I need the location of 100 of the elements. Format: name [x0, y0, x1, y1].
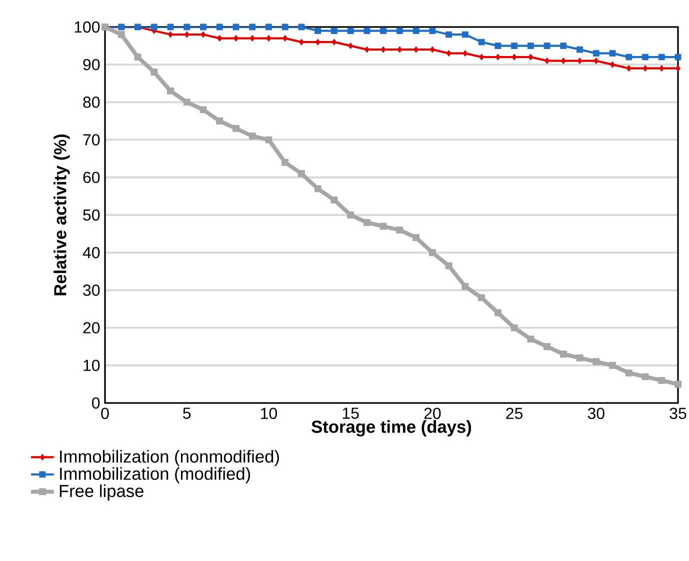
y-tick-label: 100	[74, 21, 100, 33]
point	[592, 50, 600, 57]
point	[642, 373, 649, 380]
point	[512, 54, 517, 60]
x-tick-label: 20	[424, 408, 441, 420]
point	[330, 196, 338, 204]
y-tick-label: 80	[83, 96, 100, 108]
point	[332, 38, 337, 46]
point	[511, 42, 518, 49]
point	[298, 24, 305, 30]
legend-label: Free lipase	[60, 484, 144, 501]
point	[232, 24, 240, 30]
point	[412, 28, 420, 34]
x-tick-label: 10	[261, 408, 277, 420]
point	[576, 46, 583, 53]
point	[610, 61, 615, 68]
point	[494, 42, 502, 49]
point	[331, 28, 338, 34]
point	[528, 54, 534, 60]
point	[347, 212, 354, 218]
point	[446, 50, 452, 57]
point	[266, 24, 272, 30]
point	[626, 65, 632, 72]
point	[658, 54, 665, 60]
point	[430, 46, 435, 53]
point	[414, 46, 419, 53]
point	[609, 362, 616, 369]
point	[658, 376, 666, 384]
x-tick-label: 35	[670, 408, 686, 420]
point	[380, 222, 387, 230]
point	[232, 125, 240, 132]
point	[118, 31, 125, 38]
x-tick-label: 30	[588, 408, 604, 420]
point	[314, 185, 322, 192]
y-tick-label: 50	[83, 209, 100, 221]
point	[200, 106, 207, 114]
point	[478, 38, 485, 46]
point	[348, 42, 354, 49]
point	[626, 54, 632, 60]
y-tick-label: 0	[92, 397, 100, 409]
point	[298, 38, 304, 46]
point	[150, 68, 158, 76]
point	[150, 24, 158, 30]
y-tick-label: 60	[83, 172, 100, 184]
point	[527, 336, 534, 343]
legend-label: Immobilization (modified)	[60, 467, 250, 484]
point	[396, 226, 404, 234]
point	[380, 28, 387, 34]
point	[347, 28, 354, 34]
x-tick-label: 15	[342, 408, 359, 419]
point	[462, 50, 468, 57]
point	[462, 282, 469, 290]
point	[200, 24, 206, 30]
point	[412, 234, 420, 242]
point	[167, 87, 174, 94]
y-axis-title: Relative activity (%)	[54, 134, 70, 296]
point	[642, 65, 648, 72]
point	[674, 54, 682, 60]
point	[364, 28, 370, 34]
point	[594, 58, 599, 64]
point	[315, 38, 320, 46]
point	[249, 24, 256, 30]
point	[380, 46, 386, 53]
point	[479, 54, 484, 60]
y-tick-label: 90	[83, 58, 100, 70]
point	[216, 24, 223, 30]
point	[592, 358, 600, 366]
point	[364, 46, 370, 53]
point	[659, 65, 664, 72]
point	[183, 98, 190, 106]
point	[478, 294, 486, 302]
point	[642, 54, 648, 60]
point	[184, 24, 190, 30]
point	[674, 380, 682, 388]
point	[560, 58, 566, 64]
y-tick-label: 30	[83, 284, 100, 296]
point	[168, 31, 173, 38]
point	[397, 46, 402, 53]
point	[510, 324, 518, 332]
point	[609, 50, 616, 57]
x-tick-label: 25	[506, 408, 522, 420]
point	[363, 219, 370, 226]
point	[625, 369, 632, 376]
x-axis-title: Storage time (days)	[312, 420, 472, 436]
y-tick-label: 40	[82, 246, 100, 258]
point	[167, 24, 174, 30]
point	[527, 42, 534, 49]
point	[544, 42, 550, 49]
point	[428, 249, 436, 256]
point	[265, 136, 272, 144]
point	[676, 65, 680, 72]
point	[134, 54, 142, 61]
point	[544, 58, 550, 64]
point	[560, 42, 567, 49]
point	[282, 158, 289, 166]
legend-label: Immobilization (nonmodified)	[60, 450, 279, 466]
y-tick-label: 70	[83, 134, 100, 146]
point	[462, 31, 468, 38]
point	[396, 28, 403, 34]
point	[266, 35, 272, 42]
